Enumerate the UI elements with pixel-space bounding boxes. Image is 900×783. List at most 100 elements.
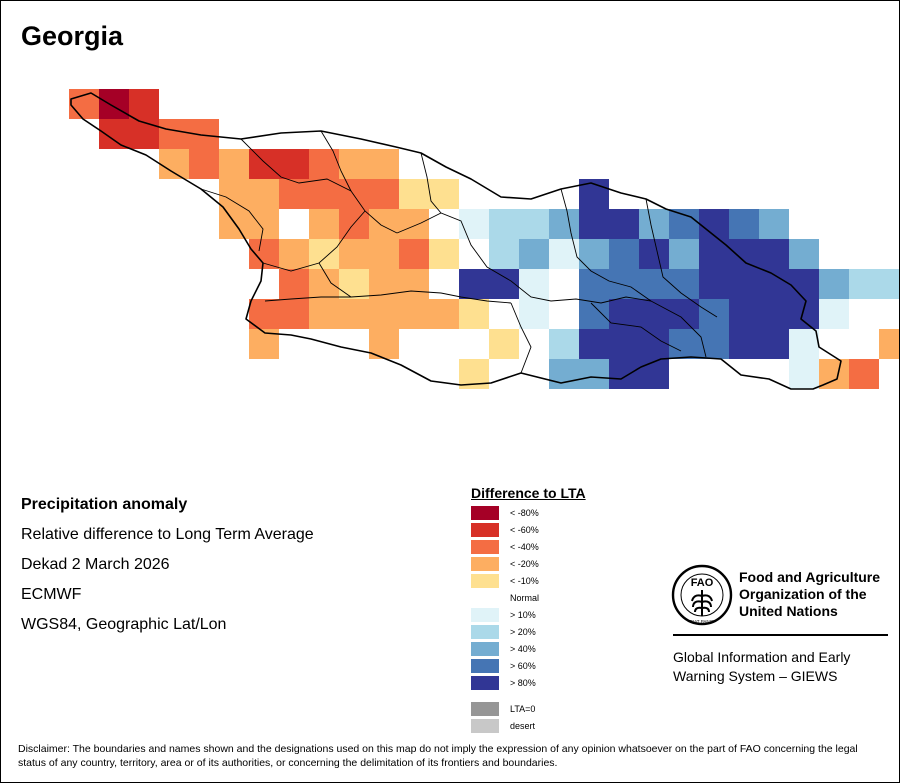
map-title: Georgia [21,21,124,51]
anomaly-cell [729,299,759,329]
info-line-3: ECMWF [21,586,82,603]
anomaly-cell [789,299,819,329]
anomaly-cell [69,89,99,119]
anomaly-cell [669,329,699,359]
legend-swatch [471,574,499,588]
legend-title: Difference to LTA [471,485,586,501]
anomaly-cell [699,299,729,329]
legend: Difference to LTA < -80% < -60% < -40% < -2… [471,485,586,733]
anomaly-cell [669,209,699,239]
legend-label: > 80% [510,678,536,688]
anomaly-cell [219,209,249,239]
legend-swatch [471,702,499,716]
anomaly-cell [279,239,309,269]
anomaly-cell [129,119,159,149]
giews-name: Global Information and Early Warning Sys… [673,648,850,686]
anomaly-cell [459,209,489,239]
country-boundary [70,92,842,390]
anomaly-cell [369,179,399,209]
legend-label: > 40% [510,644,536,654]
anomaly-cell [789,329,819,359]
anomaly-cell [219,149,249,179]
anomaly-cell [399,209,429,239]
giews-line-1: Global Information and Early [673,649,851,665]
anomaly-cell [309,299,339,329]
legend-label: > 10% [510,610,536,620]
anomaly-cell [249,179,279,209]
anomaly-cell [789,359,819,389]
anomaly-cell [309,179,339,209]
anomaly-cell [459,299,489,329]
anomaly-cell [429,239,459,269]
anomaly-cell [669,299,699,329]
anomaly-cell [579,299,609,329]
anomaly-cell [549,239,579,269]
anomaly-cell [339,269,369,299]
anomaly-cell [609,299,639,329]
anomaly-cell [609,269,639,299]
anomaly-cell [729,329,759,359]
region-boundaries [200,130,718,374]
anomaly-cell [339,149,369,179]
legend-label: < -20% [510,559,539,569]
anomaly-cell [99,119,129,149]
anomaly-cell [309,149,339,179]
anomaly-cell [669,239,699,269]
anomaly-cell [519,299,549,329]
anomaly-cell [399,179,429,209]
anomaly-cell [579,269,609,299]
anomaly-grid [69,89,899,389]
anomaly-cell [369,269,399,299]
anomaly-cell [519,209,549,239]
anomaly-cell [369,149,399,179]
legend-label: < -40% [510,542,539,552]
fao-emblem-text: FAO [691,577,714,589]
legend-swatch [471,540,499,554]
anomaly-cell [609,239,639,269]
anomaly-cell [399,269,429,299]
legend-swatch [471,591,499,605]
info-line-4: WGS84, Geographic Lat/Lon [21,616,227,633]
disclaimer: Disclaimer: The boundaries and names sho… [18,743,858,769]
anomaly-map [69,89,899,390]
anomaly-cell [849,359,879,389]
map-info: Precipitation anomaly Relative differenc… [21,490,314,640]
legend-swatch [471,608,499,622]
anomaly-cell [189,149,219,179]
legend-label: < -60% [510,525,539,535]
anomaly-cell [669,269,699,299]
anomaly-cell [699,329,729,359]
legend-label: < -80% [510,508,539,518]
anomaly-cell [819,269,849,299]
anomaly-cell [609,359,639,389]
anomaly-cell [639,209,669,239]
anomaly-cell [639,239,669,269]
legend-label: Normal [510,593,540,603]
legend-swatch [471,557,499,571]
anomaly-cell [339,239,369,269]
anomaly-cell [279,149,309,179]
legend-label: LTA=0 [510,704,536,714]
anomaly-cell [579,209,609,239]
anomaly-cell [609,209,639,239]
anomaly-cell [729,209,759,239]
anomaly-cell [249,239,279,269]
anomaly-cell [309,269,339,299]
fao-emblem-icon: FAO FIAT PANIS [671,564,733,626]
anomaly-cell [819,299,849,329]
anomaly-cell [879,269,899,299]
anomaly-cell [429,299,459,329]
anomaly-cell [489,329,519,359]
anomaly-cell [759,329,789,359]
legend-label: < -10% [510,576,539,586]
anomaly-cell [369,299,399,329]
anomaly-cell [309,209,339,239]
fao-emblem-motto: FIAT PANIS [690,619,714,624]
anomaly-cell [399,299,429,329]
info-title: Precipitation anomaly [21,496,188,513]
fao-name: Food and Agriculture Organization of the… [739,569,880,620]
anomaly-cell [99,89,129,119]
anomaly-cell [219,179,249,209]
anomaly-cell [339,179,369,209]
